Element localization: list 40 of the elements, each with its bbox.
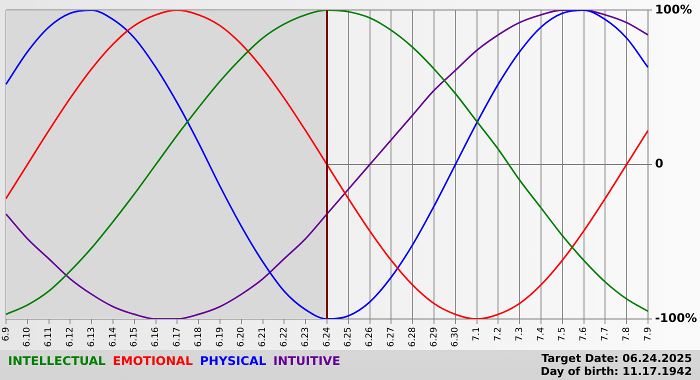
x-tick-label: 6.14 — [108, 326, 118, 348]
text: INTUITIVE — [273, 354, 340, 368]
text: Target Date: 06.24.2025 — [540, 352, 692, 365]
x-tick-label: 6.26 — [365, 326, 376, 348]
x-tick-label: 6.18 — [194, 326, 204, 348]
x-tick-label: 7.3 — [514, 326, 525, 342]
text: PHYSICAL — [200, 354, 266, 368]
x-tick-label: 6.30 — [450, 326, 461, 348]
x-tick-label: 6.19 — [215, 326, 226, 348]
x-tick-label: 6.9 — [1, 326, 12, 342]
text: EMOTIONAL — [112, 354, 193, 368]
text: Day of birth: 11.17.1942 — [540, 365, 692, 378]
x-tick-label: 6.12 — [66, 326, 76, 348]
x-tick-label: 6.21 — [258, 326, 268, 348]
x-tick-label: 7.7 — [600, 326, 610, 342]
x-tick-label: 7.2 — [494, 326, 504, 342]
x-tick-label: 6.10 — [22, 326, 33, 348]
x-tick-label: 6.25 — [344, 326, 354, 348]
x-tick-label: 6.29 — [429, 326, 440, 348]
x-tick-label: 6.28 — [408, 326, 418, 348]
x-tick-label: 6.16 — [151, 326, 162, 348]
x-tick-label: 7.6 — [579, 326, 590, 342]
x-tick-label: 7.8 — [622, 326, 632, 342]
x-tick-label: 6.27 — [386, 326, 397, 348]
x-tick-label: 6.15 — [130, 326, 140, 348]
x-tick-label: 6.22 — [280, 326, 290, 348]
x-tick-label: 7.1 — [472, 326, 482, 342]
text: INTELLECTUAL — [8, 354, 106, 368]
x-tick-label: 6.24 — [322, 326, 332, 348]
x-tick-label: 6.13 — [86, 326, 97, 348]
x-tick-label: 6.23 — [300, 326, 311, 348]
x-tick-label: 7.4 — [536, 326, 546, 342]
x-tick-label: 6.20 — [236, 326, 247, 348]
x-tick-label: 6.17 — [172, 326, 183, 348]
x-tick-label: 7.5 — [558, 326, 568, 342]
y-tick-label: 0 — [654, 156, 664, 171]
y-tick-label: 100% — [654, 2, 692, 16]
y-tick-label: -100% — [654, 311, 698, 326]
x-tick-label: 6.11 — [44, 326, 54, 348]
x-tick-label: 7.9 — [643, 326, 654, 342]
